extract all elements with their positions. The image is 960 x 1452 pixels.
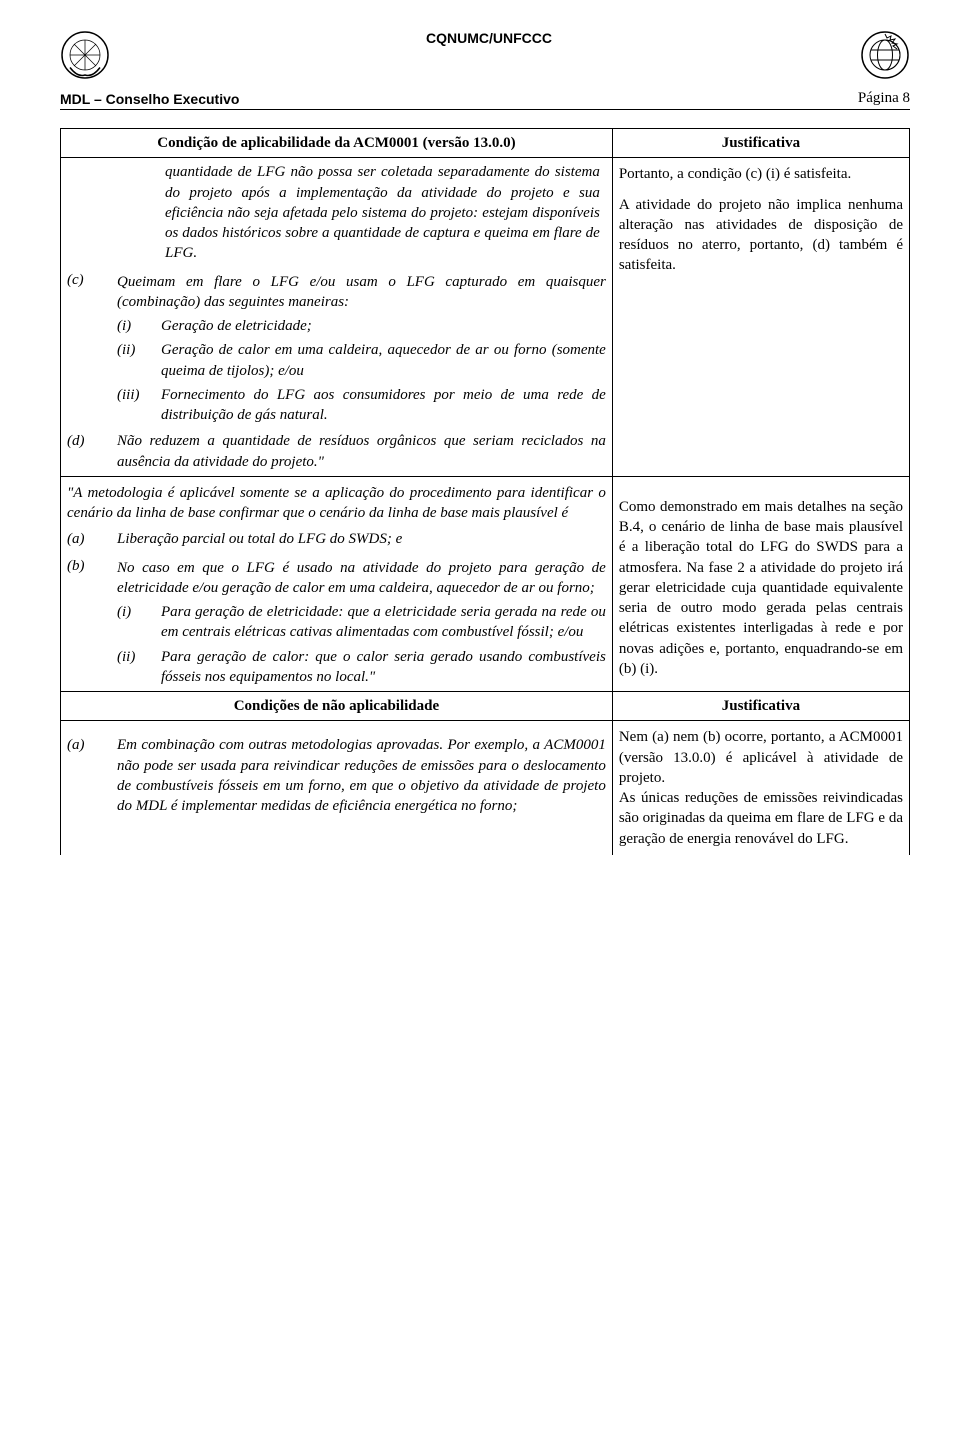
item-c-ii: (ii) Geração de calor em uma caldeira, a… bbox=[117, 340, 606, 381]
cell-justification-1: Portanto, a condição (c) (i) é satisfeit… bbox=[612, 158, 909, 477]
item-b: (b) No caso em que o LFG é usado na ativ… bbox=[67, 556, 606, 688]
header-right bbox=[860, 30, 910, 80]
content-c: Queimam em flare o LFG e/ou usam o LFG c… bbox=[117, 270, 606, 426]
just-1-p1: Portanto, a condição (c) (i) é satisfeit… bbox=[619, 164, 903, 184]
label-c: (c) bbox=[67, 270, 117, 426]
item-b-i: (i) Para geração de eletricidade: que a … bbox=[117, 602, 606, 643]
header-left bbox=[60, 30, 118, 80]
content-d: Não reduzem a quantidade de resíduos org… bbox=[117, 431, 606, 472]
label-nonapp-a: (a) bbox=[67, 735, 117, 816]
cell-justification-2: Como demonstrado em mais detalhes na seç… bbox=[612, 476, 909, 691]
table-header-row-2: Condições de não aplicabilidade Justific… bbox=[61, 692, 910, 721]
table-row: quantidade de LFG não possa ser coletada… bbox=[61, 158, 910, 477]
label-b-ii: (ii) bbox=[117, 647, 161, 688]
cell-justification-3: Nem (a) nem (b) ocorre, portanto, a ACM0… bbox=[612, 721, 909, 855]
just-2: Como demonstrado em mais detalhes na seç… bbox=[619, 497, 903, 679]
label-c-iii: (iii) bbox=[117, 385, 161, 426]
item-c-iii: (iii) Fornecimento do LFG aos consumidor… bbox=[117, 385, 606, 426]
item-c-i: (i) Geração de eletricidade; bbox=[117, 316, 606, 336]
content-c-i: Geração de eletricidade; bbox=[161, 316, 606, 336]
col-header-nonapplicability: Condições de não aplicabilidade bbox=[61, 692, 613, 721]
item-b-ii: (ii) Para geração de calor: que o calor … bbox=[117, 647, 606, 688]
continued-text: quantidade de LFG não possa ser coletada… bbox=[67, 162, 606, 263]
label-c-ii: (ii) bbox=[117, 340, 161, 381]
nonapp-a: (a) Em combinação com outras metodologia… bbox=[67, 735, 606, 816]
label-b-i: (i) bbox=[117, 602, 161, 643]
col-header-justification-2: Justificativa bbox=[612, 692, 909, 721]
label-d: (d) bbox=[67, 431, 117, 472]
unfccc-logo-icon bbox=[860, 30, 910, 80]
b-intro: No caso em que o LFG é usado na atividad… bbox=[117, 558, 606, 599]
content-b-i: Para geração de eletricidade: que a elet… bbox=[161, 602, 606, 643]
table-row: (a) Em combinação com outras metodologia… bbox=[61, 721, 910, 855]
header-subrow: MDL – Conselho Executivo Página 8 bbox=[60, 88, 910, 107]
cell-conditions-2: "A metodologia é aplicável somente se a … bbox=[61, 476, 613, 691]
item-a: (a) Liberação parcial ou total do LFG do… bbox=[67, 529, 606, 549]
col-header-condition: Condição de aplicabilidade da ACM0001 (v… bbox=[61, 129, 613, 158]
content-c-ii: Geração de calor em uma caldeira, aquece… bbox=[161, 340, 606, 381]
item-c: (c) Queimam em flare o LFG e/ou usam o L… bbox=[67, 270, 606, 426]
col-header-justification: Justificativa bbox=[612, 129, 909, 158]
header-subtitle: MDL – Conselho Executivo bbox=[60, 91, 239, 107]
item-d: (d) Não reduzem a quantidade de resíduos… bbox=[67, 431, 606, 472]
page-header: CQNUMC/UNFCCC bbox=[60, 30, 910, 80]
label-c-i: (i) bbox=[117, 316, 161, 336]
content-b-ii: Para geração de calor: que o calor seria… bbox=[161, 647, 606, 688]
just-1-p2: A atividade do projeto não implica nenhu… bbox=[619, 195, 903, 276]
content-c-iii: Fornecimento do LFG aos consumidores por… bbox=[161, 385, 606, 426]
label-b: (b) bbox=[67, 556, 117, 688]
table-header-row: Condição de aplicabilidade da ACM0001 (v… bbox=[61, 129, 910, 158]
cell-nonapp-1: (a) Em combinação com outras metodologia… bbox=[61, 721, 613, 855]
label-a: (a) bbox=[67, 529, 117, 549]
cell-conditions-1: quantidade de LFG não possa ser coletada… bbox=[61, 158, 613, 477]
page-number: Página 8 bbox=[858, 90, 910, 107]
content-b: No caso em que o LFG é usado na atividad… bbox=[117, 556, 606, 688]
header-rule bbox=[60, 109, 910, 110]
just-3: Nem (a) nem (b) ocorre, portanto, a ACM0… bbox=[619, 727, 903, 849]
un-logo-icon bbox=[60, 30, 110, 80]
c-intro: Queimam em flare o LFG e/ou usam o LFG c… bbox=[117, 272, 606, 313]
header-org: CQNUMC/UNFCCC bbox=[118, 30, 860, 46]
content-nonapp-a: Em combinação com outras metodologias ap… bbox=[117, 735, 606, 816]
content-a: Liberação parcial ou total do LFG do SWD… bbox=[117, 529, 606, 549]
row2-intro: "A metodologia é aplicável somente se a … bbox=[67, 483, 606, 524]
applicability-table: Condição de aplicabilidade da ACM0001 (v… bbox=[60, 128, 910, 855]
table-row: "A metodologia é aplicável somente se a … bbox=[61, 476, 910, 691]
document-page: CQNUMC/UNFCCC MDL – Conselho Executivo P… bbox=[0, 0, 960, 895]
